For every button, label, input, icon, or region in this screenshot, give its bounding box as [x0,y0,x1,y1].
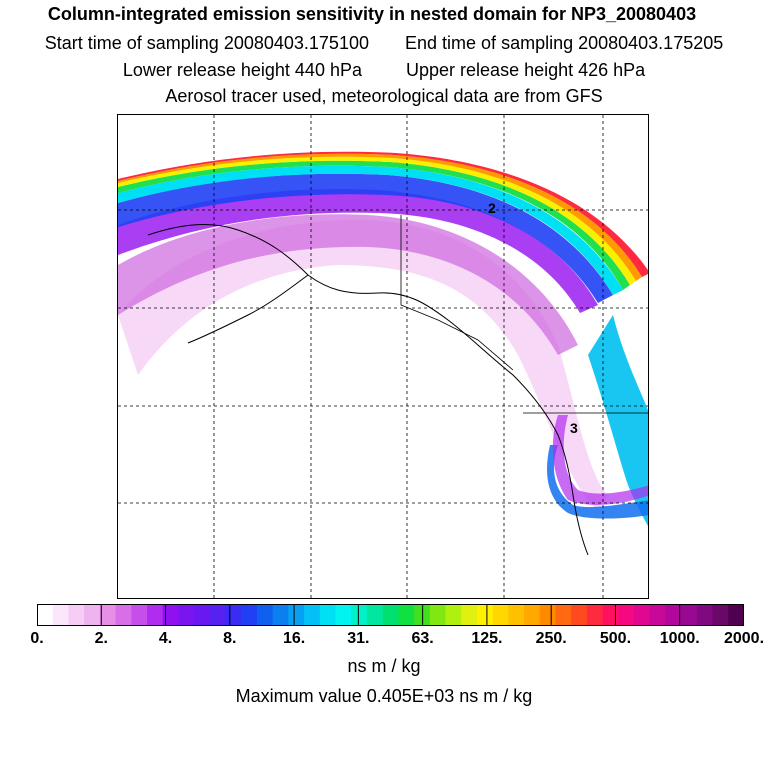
plume-purple-band [118,189,598,313]
sampling-times: Start time of sampling 20080403.175100 E… [0,33,768,54]
colorbar-tick-label: 250. [535,630,567,647]
colorbar-swatch [649,604,666,626]
plume-coastal-tail [547,445,648,519]
plume-cyan-band [118,165,623,295]
colorbar-tick-label: 1000. [659,630,700,647]
colorbar-swatch [461,604,478,626]
colorbar-swatch [508,604,525,626]
colorbar-swatch [476,604,494,626]
colorbar-swatch [84,604,101,626]
plume-blue-band [118,173,613,303]
coastline-alaska-peninsula [187,274,309,344]
colorbar-tick-label: 500. [599,630,632,647]
colorbar-swatch [492,604,509,626]
colorbar-swatch [209,604,227,626]
colorbar-swatch [241,604,258,626]
colorbar-swatch [398,604,415,626]
colorbar-swatch [524,604,541,626]
colorbar-tick-label: 16. [282,630,306,647]
sensitivity-map: 2 3 [117,114,649,599]
colorbar-tick-label: 63. [411,630,434,647]
colorbar-swatch [618,604,635,626]
colorbar-swatch [681,604,698,626]
colorbar-swatch [115,604,132,626]
graticule [118,115,648,598]
colorbar-swatch [335,604,352,626]
colorbar-swatch [288,604,305,626]
end-time: End time of sampling 20080403.175205 [405,33,724,53]
colorbar-swatch [665,604,682,626]
colorbar-tick-label: 4. [158,630,173,647]
colorbar-swatch [272,604,289,626]
colorbar-swatch [696,604,714,626]
colorbar-swatch [225,604,242,626]
colorbar-tick-label: 8. [223,630,237,647]
colorbar-swatch [555,604,572,626]
colorbar-swatch [99,604,117,626]
colorbar-swatch [571,604,588,626]
colorbar-swatch [162,604,179,626]
upper-release-height: Upper release height 426 hPa [406,60,646,80]
plot-title: Column-integrated emission sensitivity i… [47,4,697,24]
colorbar-tick-label: 0. [30,630,44,647]
release-heights: Lower release height 440 hPa Upper relea… [0,60,768,81]
colorbar-swatch [178,604,195,626]
colorbar-tick-label: 125. [471,630,503,647]
colorbar-swatch [319,604,337,626]
start-time: Start time of sampling 20080403.175100 [44,33,369,53]
colorbar-units: ns m / kg [347,656,421,676]
plume-pink-haze [118,219,608,510]
colorbar-swatch [712,604,729,626]
colorbar-tick-label: 2. [94,630,108,647]
colorbar-swatch [429,604,446,626]
colorbar-swatch [634,604,651,626]
colorbar-swatch [256,604,274,626]
plume-bottom-loop [552,415,648,505]
colorbar-swatch [366,604,384,626]
colorbar-swatch [131,604,148,626]
country-border [400,215,648,414]
colorbar-frame [37,604,744,626]
colorbar-swatch [194,604,211,626]
marker-label-3: 3 [570,420,578,436]
colorbar-swatch [146,604,164,626]
colorbar-swatch [445,604,462,626]
maximum-value: Maximum value 0.405E+03 ns m / kg [235,686,533,706]
lower-release-height: Lower release height 440 hPa [122,60,362,80]
colorbar-swatch [539,604,556,626]
colorbar-swatch [586,604,604,626]
colorbar-tick-label: 2000. [723,630,765,647]
marker-label-2: 2 [488,200,496,216]
colorbar-swatch [602,604,619,626]
colorbar-swatch [37,604,54,626]
plume-purple-inner [118,214,578,355]
colorbar-swatch [382,604,399,626]
coastline [147,224,589,556]
colorbar [37,604,744,626]
map-canvas: 2 3 [118,115,648,598]
colorbar-swatch [728,604,744,626]
colorbar-tick-label: 31. [347,630,370,647]
colorbar-swatch [351,604,368,626]
colorbar-swatch [68,604,85,626]
colorbar-swatch [304,604,321,626]
tracer-info: Aerosol tracer used, meteorological data… [165,86,603,106]
colorbar-swatch [52,604,69,626]
